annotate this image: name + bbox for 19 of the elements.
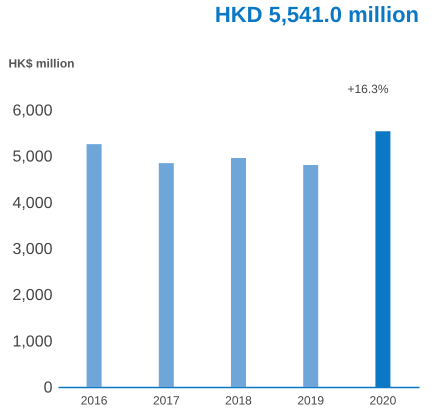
x-tick-label: 2017 (152, 394, 180, 408)
y-tick-label: 2,000 (12, 287, 53, 304)
y-tick-label: 0 (44, 380, 53, 396)
y-tick-label: 6,000 (12, 102, 53, 120)
y-axis-title: HK$ million (8, 56, 75, 70)
bar (303, 164, 318, 387)
y-tick-label: 3,000 (12, 241, 53, 258)
text: +16.3% (347, 82, 389, 96)
y-tick-label: 5,000 (12, 148, 53, 166)
x-tick-label: 2019 (297, 394, 324, 408)
bar (231, 158, 246, 387)
x-tick-label: 2016 (80, 394, 108, 408)
x-tick-label: 2020 (370, 394, 397, 408)
chart-title: HKD 5,541.0 million (214, 2, 419, 27)
bar (158, 163, 174, 387)
y-tick-label: 1,000 (12, 333, 53, 350)
x-tick-label: 2018 (225, 394, 252, 408)
bar (86, 144, 102, 387)
y-tick-label: 4,000 (12, 194, 53, 212)
